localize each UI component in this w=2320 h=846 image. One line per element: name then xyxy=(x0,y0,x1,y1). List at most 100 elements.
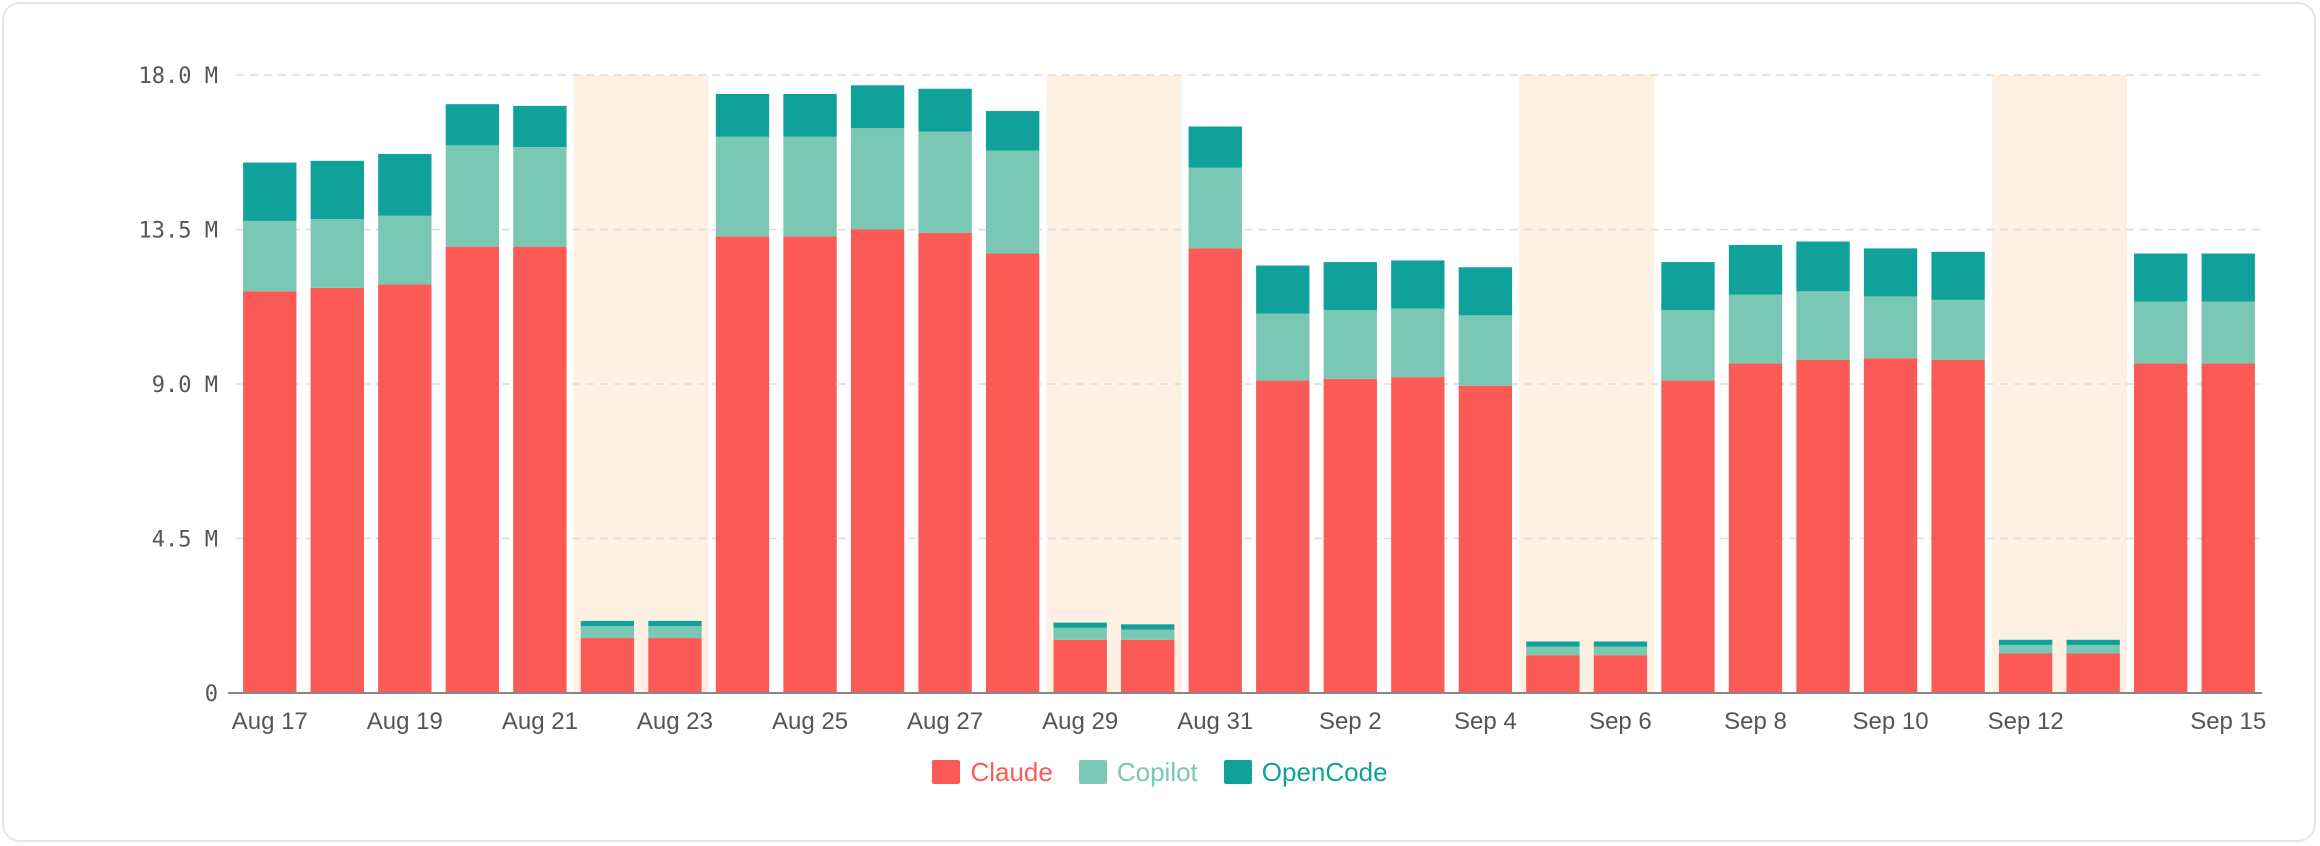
legend-swatch xyxy=(1078,760,1107,784)
x-tick-label: Sep 10 xyxy=(1853,708,1929,735)
legend-swatch xyxy=(932,760,961,784)
bar-opencode xyxy=(1661,262,1715,311)
bar-copilot xyxy=(783,136,837,237)
bar-opencode xyxy=(1998,639,2053,645)
legend-label: Copilot xyxy=(1116,756,1198,787)
bar-opencode xyxy=(310,160,364,220)
bar-claude xyxy=(648,638,702,693)
bar-copilot xyxy=(1526,646,1580,656)
x-tick-label: Aug 31 xyxy=(1177,708,1253,735)
bar-copilot xyxy=(1121,629,1175,640)
bar-copilot xyxy=(445,145,500,247)
x-tick-label: Sep 12 xyxy=(1988,708,2064,735)
bar-opencode xyxy=(1256,265,1310,314)
bar-copilot xyxy=(1053,627,1107,640)
bar-copilot xyxy=(1593,646,1648,656)
bar-copilot xyxy=(648,626,702,639)
x-tick-label: Aug 29 xyxy=(1042,708,1118,735)
bar-copilot xyxy=(985,150,1040,254)
bar-copilot xyxy=(1391,308,1445,378)
bar-opencode xyxy=(918,88,972,132)
bar-opencode xyxy=(1863,248,1918,297)
bar-copilot xyxy=(1256,313,1310,381)
bar-copilot xyxy=(1796,291,1850,360)
bar-claude xyxy=(1796,359,1850,693)
bar-claude xyxy=(1593,655,1648,693)
bar-opencode xyxy=(985,111,1040,151)
bars xyxy=(243,85,2255,694)
legend-item-opencode[interactable]: OpenCode xyxy=(1223,756,1388,788)
bar-claude xyxy=(1998,653,2053,693)
x-tick-label: Sep 4 xyxy=(1454,708,1517,735)
x-tick-label: Sep 15 xyxy=(2190,708,2266,735)
grid-lines xyxy=(236,74,2262,540)
bar-claude xyxy=(1458,385,1513,693)
bar-opencode xyxy=(1458,267,1513,316)
bar-opencode xyxy=(2201,253,2255,302)
x-axis-ticks: Aug 17 Aug 19 Aug 21 Aug 23 Aug 25 Aug 27 Aug … xyxy=(232,708,2267,735)
bar-claude xyxy=(580,638,635,693)
bar-claude xyxy=(445,246,500,693)
bar-claude xyxy=(1256,380,1310,693)
y-tick-label: 4.5 M xyxy=(152,528,218,553)
bar-copilot xyxy=(1323,310,1377,379)
bar-opencode xyxy=(580,620,635,627)
bar-opencode xyxy=(1796,241,1850,292)
bar-claude xyxy=(1863,358,1918,693)
y-axis-ticks: 0 4.5 M 9.0 M 13.5 M 18.0 M xyxy=(139,64,218,707)
bar-claude xyxy=(243,291,297,693)
bar-copilot xyxy=(1728,294,1783,364)
bar-copilot xyxy=(2201,301,2255,364)
x-tick-label: Aug 17 xyxy=(232,708,308,735)
bar-claude xyxy=(1931,359,1985,693)
bar-copilot xyxy=(2134,301,2188,364)
bar-claude xyxy=(1728,363,1783,693)
bar-opencode xyxy=(2066,639,2120,645)
bar-claude xyxy=(2201,363,2255,693)
bar-claude xyxy=(513,246,567,693)
x-tick-label: Sep 6 xyxy=(1589,708,1652,735)
x-tick-label: Sep 8 xyxy=(1724,708,1787,735)
bar-claude xyxy=(310,287,364,693)
x-tick-label: Aug 19 xyxy=(367,708,443,735)
bar-copilot xyxy=(378,215,432,285)
bar-copilot xyxy=(850,128,905,230)
bar-claude xyxy=(715,236,770,693)
bar-claude xyxy=(2066,653,2120,693)
bar-claude xyxy=(378,284,432,693)
legend-item-copilot[interactable]: Copilot xyxy=(1078,756,1198,788)
y-tick-label: 9.0 M xyxy=(152,373,218,398)
legend-label: OpenCode xyxy=(1261,756,1388,787)
bar-claude xyxy=(1661,380,1715,693)
bar-opencode xyxy=(445,104,500,146)
bar-copilot xyxy=(1863,296,1918,359)
bar-opencode xyxy=(1931,251,1985,300)
bar-opencode xyxy=(243,162,297,221)
bar-opencode xyxy=(1053,622,1107,628)
bar-opencode xyxy=(1391,260,1445,309)
legend: Claude Copilot OpenCode xyxy=(0,752,2320,792)
bar-opencode xyxy=(1323,262,1377,311)
bar-claude xyxy=(850,229,905,693)
x-tick-label: Aug 27 xyxy=(907,708,983,735)
bar-claude xyxy=(1121,639,1175,693)
bar-opencode xyxy=(1593,641,1648,647)
bar-copilot xyxy=(918,131,972,233)
legend-swatch xyxy=(1223,760,1252,784)
bar-opencode xyxy=(1526,641,1580,647)
legend-item-claude[interactable]: Claude xyxy=(932,757,1053,788)
y-tick-label: 0 xyxy=(205,682,218,707)
bar-copilot xyxy=(513,147,567,247)
bar-opencode xyxy=(2134,253,2188,302)
bar-opencode xyxy=(1121,624,1175,630)
bar-opencode xyxy=(648,620,702,627)
bar-claude xyxy=(1526,655,1580,693)
x-tick-label: Aug 21 xyxy=(502,708,578,735)
bar-copilot xyxy=(1998,644,2053,654)
bar-opencode xyxy=(850,85,905,129)
bar-opencode xyxy=(378,153,432,216)
bar-opencode xyxy=(513,105,567,148)
x-tick-label: Aug 23 xyxy=(637,708,713,735)
bar-opencode xyxy=(783,93,837,137)
